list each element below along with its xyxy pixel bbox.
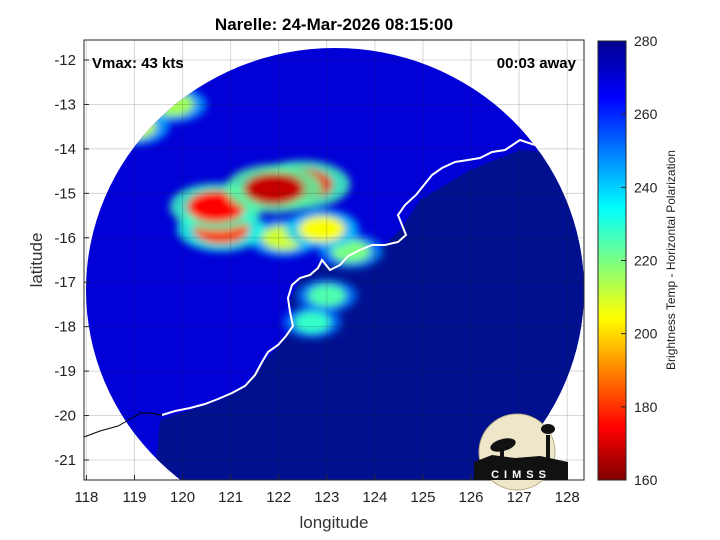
building-icon (474, 455, 568, 480)
vmax-annotation: Vmax: 43 kts (92, 55, 184, 72)
x-tick-labels: 118 119 120 121 122 123 124 125 126 127 128 (74, 475, 580, 506)
feature-core (293, 311, 331, 334)
y-tick-label: -15 (54, 185, 76, 202)
coastline-swath (161, 138, 584, 416)
colorbar-tick-label: 180 (634, 399, 658, 415)
tower-tank-icon (541, 424, 555, 434)
dish-stand-icon (500, 446, 504, 458)
away-annotation: 00:03 away (497, 55, 577, 72)
land-cold-region (150, 150, 584, 480)
feature-core (307, 284, 346, 307)
x-tick-label: 122 (266, 489, 291, 506)
grid-lines (84, 40, 584, 480)
x-tick-label: 127 (507, 489, 532, 506)
colorbar-tick-label: 280 (634, 33, 658, 49)
x-tick-label: 124 (362, 489, 387, 506)
y-tick-label: -18 (54, 319, 76, 336)
coastline-outside (83, 412, 163, 438)
tower-icon (546, 435, 550, 461)
colorbar-ticks: 160 180 200 220 240 260 280 (621, 33, 658, 488)
logo-text: CIMSS (491, 469, 551, 481)
x-tick-label: 128 (555, 489, 580, 506)
plot-frame (83, 39, 585, 481)
y-tick-label: -19 (54, 363, 76, 380)
x-tick-label: 119 (123, 489, 147, 506)
feature-core (243, 172, 305, 206)
x-tick-label: 126 (459, 489, 484, 506)
y-tick-label: -14 (54, 141, 76, 158)
x-tick-label: 118 (74, 489, 98, 506)
x-tick-label: 121 (218, 489, 243, 506)
satellite-dish-icon (490, 438, 516, 452)
x-axis-label: longitude (299, 513, 368, 532)
colorbar-tick-label: 240 (634, 179, 658, 195)
colorbar-label: Brightness Temp - Horizontal Polarizatio… (664, 150, 678, 370)
x-tick-label: 123 (314, 489, 339, 506)
y-tick-label: -13 (54, 96, 76, 113)
colorbar-tick-label: 220 (634, 253, 658, 269)
y-tick-label: -21 (54, 452, 76, 469)
y-tick-labels: -12 -13 -14 -15 -16 -17 -18 -19 -20 -21 (54, 52, 89, 469)
x-tick-label: 120 (170, 489, 195, 506)
colorbar-tick-label: 200 (634, 326, 658, 342)
chart-title: Narelle: 24-Mar-2026 08:15:00 (215, 15, 453, 34)
y-tick-label: -16 (54, 230, 76, 247)
colorbar-tick-label: 260 (634, 106, 658, 122)
colorbar-tick-label: 160 (634, 472, 658, 488)
swath-layer (86, 48, 584, 480)
feature-core (298, 215, 345, 242)
x-tick-label: 125 (410, 489, 435, 506)
cimss-logo: CIMSS (474, 413, 568, 491)
y-axis-label: latitude (27, 233, 46, 288)
feature-layer (99, 86, 383, 339)
y-tick-label: -17 (54, 274, 76, 291)
y-tick-label: -12 (54, 52, 76, 69)
y-tick-label: -20 (54, 408, 76, 425)
